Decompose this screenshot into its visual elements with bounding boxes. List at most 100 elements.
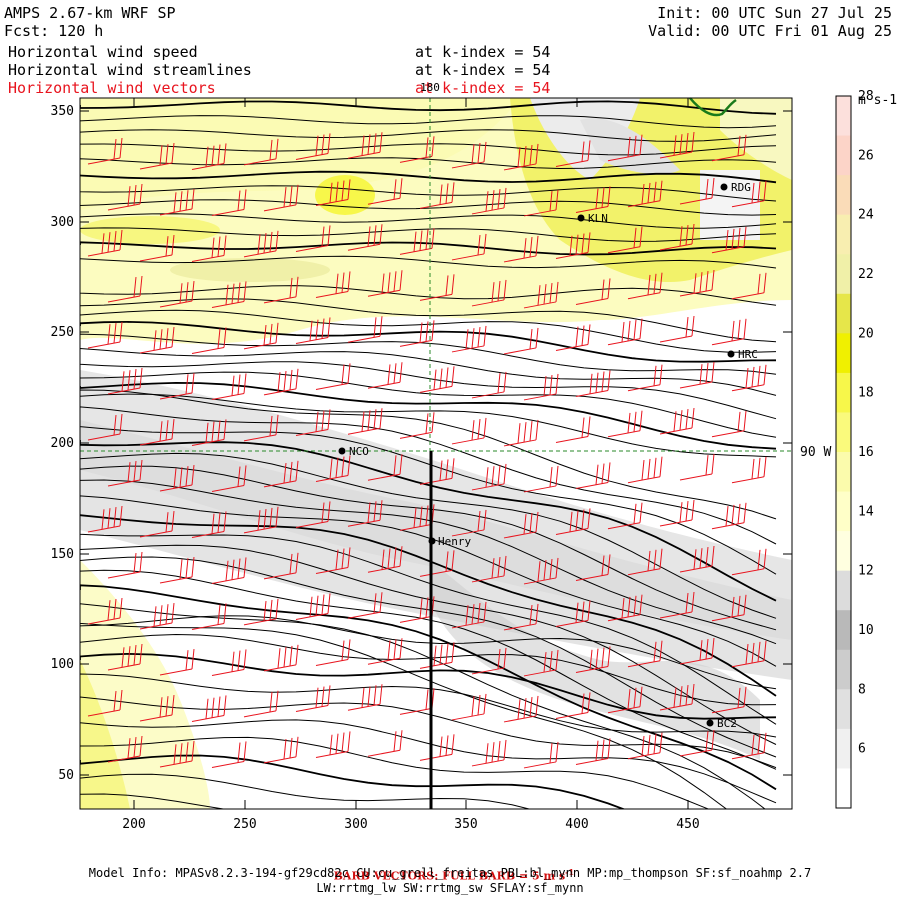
wind-barb <box>107 275 143 303</box>
wind-barb <box>107 735 143 763</box>
wind-barb <box>627 456 663 484</box>
wind-barb <box>659 591 695 619</box>
streamline <box>80 452 777 619</box>
streamline <box>80 170 777 184</box>
wind-barb <box>243 506 279 534</box>
wind-barb <box>87 137 123 165</box>
wind-barb <box>87 597 123 625</box>
wind-barb <box>211 741 247 768</box>
wind-barb <box>731 456 767 484</box>
wind-barb <box>315 179 351 206</box>
colorbar-label: 12 <box>858 564 874 579</box>
wind-barb <box>295 409 331 436</box>
streamline <box>80 793 227 809</box>
colorbar-label: 28 <box>858 89 874 104</box>
wind-barb <box>295 685 331 712</box>
wind-barb <box>295 501 331 528</box>
model-info: Model Info: MPASv8.2.3-194-gf29cd82c CU:… <box>88 866 812 880</box>
wind-barb <box>659 223 695 251</box>
wind-barb <box>503 603 539 631</box>
wind-barb <box>347 224 383 251</box>
wind-barb <box>263 184 299 212</box>
wind-barb <box>159 556 195 584</box>
wind-barb <box>191 235 227 262</box>
wind-barb <box>139 326 175 354</box>
wind-barb <box>107 183 143 211</box>
wind-barb <box>243 598 279 626</box>
wind-barb <box>159 464 195 492</box>
wind-barb <box>295 593 331 620</box>
wind-barb <box>139 694 175 722</box>
y-tick-label: 50 <box>58 768 74 783</box>
colorbar-label: 18 <box>858 386 874 401</box>
colorbar-label: 20 <box>858 326 874 341</box>
wind-barb <box>367 362 403 389</box>
streamline <box>80 719 777 804</box>
y-tick-label: 300 <box>51 215 74 230</box>
wind-barb <box>211 557 247 584</box>
wind-barb <box>679 545 715 573</box>
station-marker: BC2 <box>706 717 737 730</box>
station-label: BC2 <box>717 717 737 730</box>
wind-barb <box>191 327 227 354</box>
wind-barb <box>211 649 247 676</box>
wind-barb <box>659 315 695 343</box>
wind-barb <box>295 225 331 252</box>
colorbar-segment <box>836 531 851 572</box>
colorbar-label: 10 <box>858 623 874 638</box>
y-tick-label: 250 <box>51 325 74 340</box>
field-name-vectors: Horizontal wind vectors <box>8 79 216 97</box>
wind-barb <box>555 508 591 535</box>
wind-barb <box>139 418 175 446</box>
wind-barb <box>731 640 767 668</box>
meridian-180-label: 180 <box>420 81 440 94</box>
streamline <box>80 406 777 545</box>
streamlines <box>80 100 777 809</box>
wind-barb <box>419 182 455 209</box>
wind-barb <box>471 739 507 767</box>
wind-barb <box>419 550 455 577</box>
wind-barb <box>139 142 175 170</box>
wind-barb <box>159 188 195 216</box>
wind-barb <box>315 363 351 390</box>
wind-barb <box>575 278 611 305</box>
wind-barb <box>211 281 247 308</box>
streamline <box>80 285 777 306</box>
station-marker: Henry <box>428 535 471 548</box>
wind-barb <box>399 320 435 347</box>
wind-barb <box>503 143 539 171</box>
wind-barb <box>607 594 643 622</box>
wind-barb <box>87 689 123 717</box>
axis-ticks <box>80 98 792 809</box>
wind-barb <box>263 368 299 396</box>
wind-barb <box>419 458 455 485</box>
station-marker: HRC <box>727 348 758 361</box>
wind-barb <box>263 276 299 304</box>
colorbar-segment <box>836 452 851 493</box>
barb-vector-text: BARB VECTORS: FULL BARB = 5 m s <box>333 869 566 883</box>
colorbar-label: 6 <box>858 742 866 757</box>
y-tick-label: 150 <box>51 547 74 562</box>
wind-barb <box>555 600 591 627</box>
wind-barb <box>399 136 435 163</box>
wind-barb <box>315 455 351 482</box>
field-level-vectors: at k-index = 54 <box>415 79 551 97</box>
streamline <box>80 241 777 256</box>
wind-barb <box>555 232 591 259</box>
wind-barb <box>211 189 247 216</box>
wind-barb <box>503 419 539 447</box>
wind-barb <box>139 234 175 262</box>
wind-barb <box>367 638 403 665</box>
wind-barb <box>159 648 195 676</box>
wind-barb <box>159 280 195 308</box>
colorbar-labels: 6 8 10 12 14 16 18 20 22 24 26 28 <box>858 89 874 757</box>
wind-barb <box>315 547 351 574</box>
wind-barb <box>627 640 663 668</box>
x-tick-label: 450 <box>676 817 699 832</box>
wind-barb <box>419 642 455 669</box>
streamline <box>80 652 777 720</box>
wind-barb <box>679 453 715 481</box>
coastline <box>689 97 737 117</box>
wind-barb <box>347 316 383 343</box>
wind-barb <box>523 465 559 493</box>
